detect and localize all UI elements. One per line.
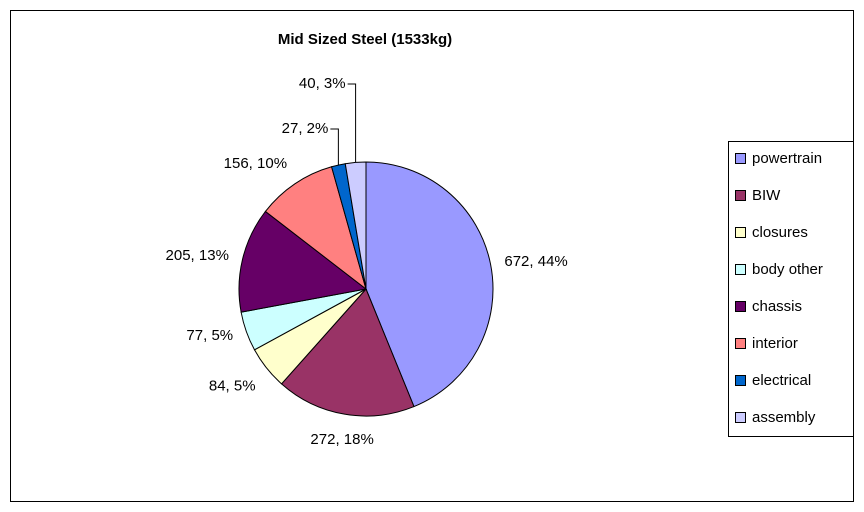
data-label: 156, 10% [224, 155, 287, 172]
legend-swatch [735, 227, 746, 238]
pie-slice [365, 161, 494, 408]
legend-label: assembly [752, 409, 816, 426]
legend-label: BIW [752, 187, 781, 204]
legend-swatch [735, 375, 746, 386]
legend-label: powertrain [752, 150, 822, 167]
leader-line [347, 83, 357, 163]
legend-swatch [735, 338, 746, 349]
legend-label: chassis [752, 298, 802, 315]
data-label: 272, 18% [310, 431, 373, 448]
legend-swatch [735, 301, 746, 312]
data-label: 40, 3% [299, 75, 346, 92]
chart-title: Mid Sized Steel (1533kg) [278, 31, 452, 48]
pie-slice [264, 166, 367, 291]
legend-label: body other [752, 261, 823, 278]
legend-box [728, 141, 854, 437]
data-label: 84, 5% [209, 378, 256, 395]
legend-swatch [735, 153, 746, 164]
pie-slice [280, 288, 415, 417]
legend-swatch [735, 264, 746, 275]
legend-label: interior [752, 335, 798, 352]
data-label: 205, 13% [166, 247, 229, 264]
legend-label: electrical [752, 372, 811, 389]
data-label: 27, 2% [282, 120, 329, 137]
legend-swatch [735, 190, 746, 201]
pie-slice [344, 161, 367, 290]
leader-line [330, 128, 339, 166]
data-label: 672, 44% [504, 253, 567, 270]
legend-swatch [735, 412, 746, 423]
legend-label: closures [752, 224, 808, 241]
pie-slice [238, 210, 368, 313]
data-label: 77, 5% [186, 327, 233, 344]
